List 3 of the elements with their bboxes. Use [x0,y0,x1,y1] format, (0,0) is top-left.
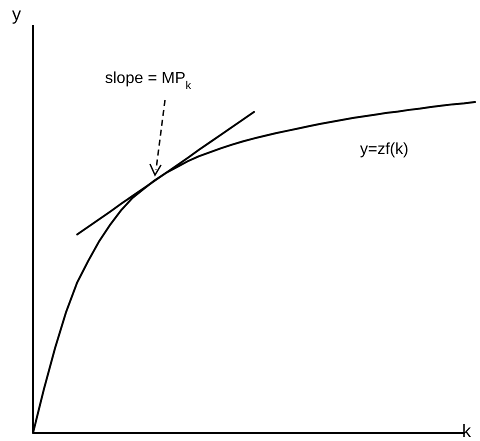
series-label: y=zf(k) [360,141,408,158]
y-axis-title: y [12,4,21,24]
text: slope = MP$_{k}$ [105,70,192,92]
